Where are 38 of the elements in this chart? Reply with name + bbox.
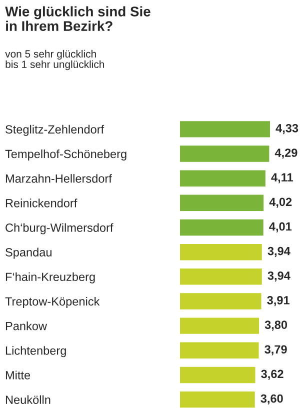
y-tick-label: Treptow-Köpenick bbox=[5, 296, 100, 308]
data-label: 3,94 bbox=[268, 246, 290, 257]
data-label: 4,02 bbox=[269, 198, 292, 208]
data-label: 3,60 bbox=[260, 394, 283, 404]
y-tick-label: F‘hain-Kreuzberg bbox=[6, 272, 95, 284]
bar bbox=[180, 391, 255, 408]
y-tick-label: Lichtenberg bbox=[6, 346, 66, 358]
bar bbox=[180, 342, 259, 359]
y-tick-label: Ch‘burg-Wilmersdorf bbox=[6, 223, 114, 234]
y-tick-label: Neukölln bbox=[6, 395, 50, 404]
bar bbox=[180, 170, 266, 186]
bar bbox=[180, 146, 270, 162]
data-label: 3,91 bbox=[267, 296, 290, 306]
y-tick-label: Steglitz-Zehlendorf bbox=[6, 124, 104, 136]
data-label: 4,11 bbox=[271, 173, 293, 184]
text: von 5 sehr glücklich bis 1 sehr unglücklich bbox=[5, 50, 104, 70]
data-label: 3,80 bbox=[264, 320, 288, 331]
y-tick-label: Spandau bbox=[6, 248, 52, 259]
bar bbox=[180, 244, 262, 260]
y-tick-label: Mitte bbox=[6, 370, 30, 380]
y-tick-label: Pankow bbox=[6, 322, 48, 330]
y-tick-label: Tempelhof-Schöneberg bbox=[5, 149, 126, 160]
data-label: 3,79 bbox=[264, 345, 287, 356]
data-label: 4,33 bbox=[276, 124, 298, 134]
bar bbox=[180, 194, 264, 212]
bar bbox=[180, 219, 264, 236]
bar bbox=[180, 121, 270, 138]
data-label: 3,94 bbox=[268, 271, 290, 282]
chart-title: Wie glücklich sind Sie in Ihrem Bezirk? bbox=[5, 6, 150, 31]
y-tick-label: Reinickendorf bbox=[6, 198, 78, 208]
bar bbox=[180, 366, 256, 384]
data-label: 3,62 bbox=[261, 370, 284, 380]
bar bbox=[180, 318, 259, 334]
data-label: 4,01 bbox=[269, 222, 292, 232]
bar bbox=[180, 293, 262, 310]
bar bbox=[180, 268, 262, 285]
y-tick-label: Marzahn-Hellersdorf bbox=[6, 174, 112, 183]
data-label: 4,29 bbox=[274, 148, 298, 159]
